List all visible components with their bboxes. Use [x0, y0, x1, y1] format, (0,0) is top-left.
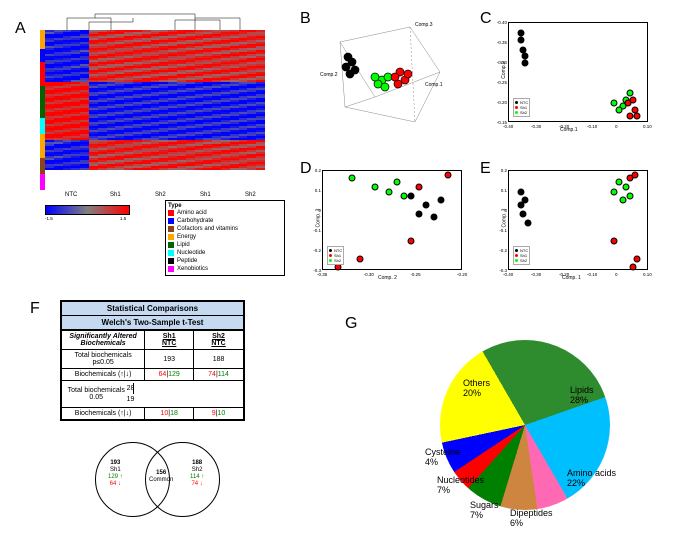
- scatter-d: NTCSh1Sh2-0.35-0.30-0.25-0.20-0.3-0.2-0.…: [322, 170, 462, 270]
- stats-table: Statistical Comparisons Welch's Two-Samp…: [60, 300, 245, 421]
- scatterE-ylabel: Comp. 3: [501, 209, 507, 228]
- axis3d-c3: Comp.3: [415, 22, 433, 28]
- panel-label-a: A: [15, 20, 26, 38]
- scatter-point: [415, 184, 422, 191]
- pie-slice-label: Lipids28%: [570, 385, 594, 405]
- venn-left-text: 193Sh1 129 ↑64 ↓: [108, 460, 123, 488]
- scatter-c: NTCSh1Sh2-0.40-0.30-0.20-0.1000.10-0.15-…: [508, 22, 648, 122]
- heatmap-xlabel-1: NTC: [65, 192, 77, 198]
- pie-slice-label: Others20%: [463, 378, 490, 398]
- scatter-point: [437, 196, 444, 203]
- scatter-point: [629, 96, 636, 103]
- scatter-point: [524, 219, 531, 226]
- scatter-point: [356, 255, 363, 262]
- scatter-e: NTCSh1Sh2-0.40-0.30-0.20-0.1000.10-0.3-0…: [508, 170, 648, 270]
- th-0: Significantly Altered Biochemicals: [62, 331, 145, 349]
- heatmap-colorbar: [45, 205, 130, 215]
- table-row: Total biochemicals 0.052819: [62, 381, 243, 408]
- legend-item: Peptide: [168, 257, 282, 265]
- legend-item: Amino acid: [168, 209, 282, 217]
- pie-slice-label: Sugars7%: [470, 500, 499, 520]
- th-2: Sh2 NTC: [194, 331, 243, 349]
- scatter-legend: NTCSh1Sh2: [327, 246, 344, 265]
- scatter-legend: NTCSh1Sh2: [513, 246, 530, 265]
- table-title-1: Statistical Comparisons: [62, 302, 243, 316]
- scatter-point: [520, 210, 527, 217]
- heatmap: [45, 30, 265, 190]
- axis3d-c2: Comp.2: [320, 72, 338, 78]
- pie-slice-label: Cysteine4%: [425, 447, 460, 467]
- heatmap-xlabel-2: Sh1: [110, 192, 121, 198]
- legend-item: Lipid: [168, 241, 282, 249]
- scatter-point: [408, 237, 415, 244]
- pie-slice-label: Dipeptides6%: [510, 508, 553, 528]
- scatter-point: [615, 106, 622, 113]
- scatter-point: [415, 210, 422, 217]
- legend-item: Xenobiotics: [168, 265, 282, 273]
- scatter-point: [401, 193, 408, 200]
- scatter-point: [517, 189, 524, 196]
- venn-right-text: 188Sh2 114 ↑74 ↓: [190, 460, 204, 488]
- scatter-point: [627, 113, 634, 120]
- colorbar-tick-high: 1.5: [120, 216, 126, 221]
- scatter-point: [634, 255, 641, 262]
- legend-item: Carbohydrate: [168, 217, 282, 225]
- scatter-point: [408, 193, 415, 200]
- scatter-point: [386, 189, 393, 196]
- colorbar-tick-low: -1.5: [45, 216, 53, 221]
- scatter-point: [611, 189, 618, 196]
- scatterC-ylabel: Comp.2: [501, 61, 507, 79]
- scatter-legend: NTCSh1Sh2: [513, 98, 530, 117]
- scatter-point: [393, 178, 400, 185]
- panel-label-f: F: [30, 300, 40, 318]
- scatter-point: [611, 237, 618, 244]
- venn-center-text: 156Common: [149, 470, 173, 484]
- table-row: Biochemicals (↑|↓)64|12974|114: [62, 369, 243, 381]
- panel-label-c: C: [480, 10, 492, 28]
- legend-item: Cofactors and vitamins: [168, 225, 282, 233]
- panel-label-g: G: [345, 315, 357, 333]
- table-header-row: Significantly Altered Biochemicals Sh1 N…: [62, 331, 243, 350]
- th-1: Sh1 NTC: [145, 331, 194, 349]
- scatter-point: [423, 201, 430, 208]
- scatter-point: [615, 178, 622, 185]
- panel-label-b: B: [300, 10, 311, 28]
- heatmap-xlabel-5: Sh2: [245, 192, 256, 198]
- dendrogram-top: [45, 10, 265, 30]
- legend-item: Nucleotide: [168, 249, 282, 257]
- legend-item: Energy: [168, 233, 282, 241]
- table-title-2: Welch's Two-Sample t-Test: [62, 316, 243, 331]
- scatterD-xlabel: Comp. 2: [378, 275, 397, 281]
- scatter-point: [349, 175, 356, 182]
- scatter-point: [622, 184, 629, 191]
- venn-diagram: 193Sh1 129 ↑64 ↓ 156Common 188Sh2 114 ↑7…: [75, 440, 240, 520]
- scatterC-xlabel: Comp.1: [560, 127, 578, 133]
- scatter-point: [627, 193, 634, 200]
- pie-chart: Lipids28% Amino acids22% Dipeptides6% Sugar…: [395, 330, 655, 530]
- scatter-point: [522, 60, 529, 67]
- scatter-point: [611, 100, 618, 107]
- scatter-point: [517, 36, 524, 43]
- scatter-point: [632, 171, 639, 178]
- scatter-point: [371, 184, 378, 191]
- scatterE-xlabel: Comp. 1: [562, 275, 581, 281]
- scatter-point: [522, 196, 529, 203]
- heatmap-xlabel-4: Sh1: [200, 192, 211, 198]
- scatter-point: [620, 196, 627, 203]
- scatter-point: [445, 171, 452, 178]
- axis3d-c1: Comp.1: [425, 82, 443, 88]
- table-row: Total biochemicals p≤0.05193188: [62, 350, 243, 369]
- scatterD-ylabel: Comp. 3: [315, 209, 321, 228]
- pca-3d-plot: Comp.3 Comp.2 Comp.1: [320, 22, 445, 132]
- pie-slice-label: Amino acids22%: [567, 468, 616, 488]
- scatter-point: [629, 264, 636, 271]
- pie-slice-label: Nucleotides7%: [437, 475, 484, 495]
- type-legend: Type Amino acidCarbohydrateCofactors and…: [165, 200, 285, 276]
- scatter-point: [430, 214, 437, 221]
- heatmap-xlabel-3: Sh2: [155, 192, 166, 198]
- table-row: Biochemicals (↑|↓)10|189|10: [62, 408, 243, 419]
- scatter-point: [634, 113, 641, 120]
